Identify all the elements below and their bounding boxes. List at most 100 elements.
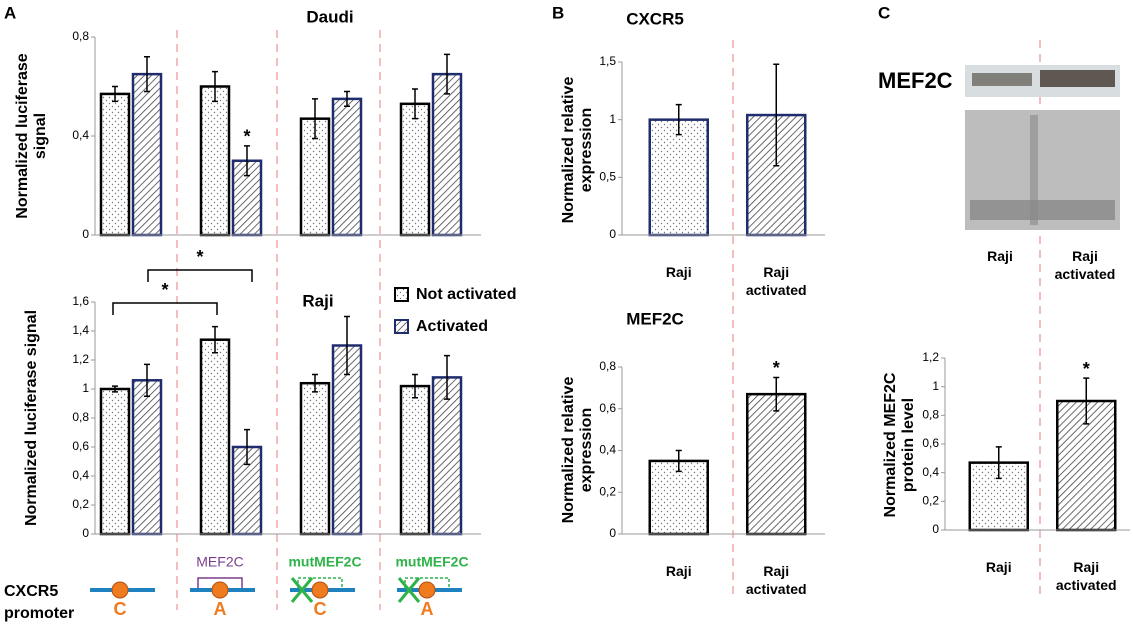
x-tick-label: Raji activated xyxy=(1055,559,1117,593)
motif-bracket xyxy=(297,577,343,588)
y-tick-label: 0 xyxy=(609,227,616,241)
y-tick-label: 1 xyxy=(932,379,939,393)
y-axis-label: Normalized luciferase signal xyxy=(23,309,40,527)
y-tick-label: 0 xyxy=(932,522,939,536)
bar xyxy=(431,376,463,536)
y-axis-label: Normalized luciferase signal xyxy=(14,53,49,219)
motif-label: mutMEF2C xyxy=(288,554,361,570)
legend-swatch xyxy=(394,287,409,302)
error-bar xyxy=(112,385,118,393)
y-tick-label: 0,8 xyxy=(599,359,616,373)
mutation-cross xyxy=(397,577,421,603)
y-tick-label: 1 xyxy=(82,381,89,395)
error-bar xyxy=(312,98,318,140)
y-tick-label: 0,6 xyxy=(599,401,616,415)
error-bar xyxy=(212,325,218,354)
error-bar xyxy=(244,428,250,466)
error-bar xyxy=(344,90,350,108)
error-bar xyxy=(675,103,682,136)
dividers xyxy=(176,30,1041,610)
site-label: A xyxy=(421,599,434,619)
blot xyxy=(965,65,1120,230)
annotation: * xyxy=(773,358,780,378)
error-bar xyxy=(112,85,118,103)
y-tick-label: 0,2 xyxy=(922,494,939,508)
y-tick-label: 0,6 xyxy=(72,439,89,453)
error-bar xyxy=(773,63,780,167)
bar xyxy=(746,392,807,536)
y-tick-label: 1 xyxy=(609,112,616,126)
promoter-label: promoter xyxy=(4,605,74,622)
bar xyxy=(199,85,231,237)
site-label: C xyxy=(314,599,327,619)
bar xyxy=(199,338,231,536)
y-tick-label: 0,8 xyxy=(72,29,89,43)
site-label: A xyxy=(214,599,227,619)
blot-lane-label: Raji xyxy=(987,248,1013,264)
y-tick-label: 0,4 xyxy=(72,468,89,482)
site xyxy=(418,581,436,599)
bar xyxy=(99,387,131,536)
y-axis-label: Normalized relative expression xyxy=(560,76,595,224)
panel-label: A xyxy=(4,3,16,22)
error-bar xyxy=(412,373,418,399)
y-tick-label: 0,4 xyxy=(599,443,616,457)
x-tick-label: Raji activated xyxy=(745,563,807,597)
y-axis-label: Normalized MEF2C protein level xyxy=(882,372,917,518)
error-bar xyxy=(312,373,318,393)
y-axis-label: Normalized relative expression xyxy=(560,376,595,524)
y-tick-label: 1,5 xyxy=(599,54,616,68)
error-bar xyxy=(144,363,150,397)
bar xyxy=(399,102,431,237)
bar xyxy=(99,92,131,237)
chart-title: CXCR5 xyxy=(626,9,684,28)
y-tick-label: 1,2 xyxy=(72,352,89,366)
x-tick-label: Raji xyxy=(665,264,692,280)
error-bar xyxy=(244,145,250,177)
bar xyxy=(299,381,331,536)
legend-label: Activated xyxy=(416,318,488,335)
error-bar xyxy=(144,56,150,93)
x-tick-label: Raji xyxy=(665,563,692,579)
bar xyxy=(131,72,163,237)
error-bar xyxy=(444,53,450,95)
panel-label: B xyxy=(552,3,564,22)
bar xyxy=(399,384,431,536)
error-bar xyxy=(773,376,780,412)
significance-bracket xyxy=(112,302,218,315)
chart-title: Raji xyxy=(302,291,333,310)
error-bar xyxy=(212,70,218,103)
error-bar xyxy=(444,354,450,400)
y-tick-label: 1,2 xyxy=(922,350,939,364)
error-bar xyxy=(675,449,682,473)
bar xyxy=(131,379,163,536)
bar xyxy=(648,118,709,237)
error-bar xyxy=(412,88,418,120)
y-tick-label: 1,6 xyxy=(72,294,89,308)
blot-label: MEF2C xyxy=(878,68,953,93)
legend-label: Not activated xyxy=(416,286,516,303)
y-tick-label: 1,4 xyxy=(72,323,89,337)
significance-bracket xyxy=(147,269,253,282)
site-label: C xyxy=(114,599,127,619)
y-tick-label: 0,8 xyxy=(72,410,89,424)
error-bar xyxy=(1083,377,1090,425)
motif-bracket xyxy=(197,577,243,588)
annotation: * xyxy=(1083,359,1090,379)
y-tick-label: 0,8 xyxy=(922,408,939,422)
annotation: * xyxy=(161,280,168,300)
y-tick-label: 0,4 xyxy=(72,128,89,142)
y-tick-label: 0,5 xyxy=(599,170,616,184)
motif-bracket xyxy=(404,577,450,588)
annotation: * xyxy=(196,247,203,267)
site xyxy=(111,581,129,599)
mutation-cross xyxy=(290,577,314,603)
promoter-label: CXCR5 xyxy=(4,583,58,600)
y-tick-label: 0,2 xyxy=(72,497,89,511)
error-bar xyxy=(344,315,350,376)
blot-lane-label: Raji activated xyxy=(1054,248,1116,282)
error-bar xyxy=(995,446,1002,480)
x-tick-label: Raji activated xyxy=(745,264,807,298)
